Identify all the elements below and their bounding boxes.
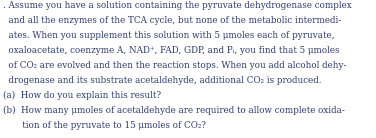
Text: oxaloacetate, coenzyme A, NAD⁺, FAD, GDP, and Pᵢ, you find that 5 μmoles: oxaloacetate, coenzyme A, NAD⁺, FAD, GDP…	[3, 46, 340, 55]
Text: . Assume you have a solution containing the pyruvate dehydrogenase complex: . Assume you have a solution containing …	[3, 1, 352, 10]
Text: and all the enzymes of the TCA cycle, but none of the metabolic intermedi-: and all the enzymes of the TCA cycle, bu…	[3, 16, 341, 25]
Text: tion of the pyruvate to 15 μmoles of CO₂?: tion of the pyruvate to 15 μmoles of CO₂…	[3, 121, 206, 130]
Text: (b)  How many μmoles of acetaldehyde are required to allow complete oxida-: (b) How many μmoles of acetaldehyde are …	[3, 106, 345, 115]
Text: drogenase and its substrate acetaldehyde, additional CO₂ is produced.: drogenase and its substrate acetaldehyde…	[3, 76, 321, 85]
Text: ates. When you supplement this solution with 5 μmoles each of pyruvate,: ates. When you supplement this solution …	[3, 31, 335, 40]
Text: of CO₂ are evolved and then the reaction stops. When you add alcohol dehy-: of CO₂ are evolved and then the reaction…	[3, 61, 347, 70]
Text: (a)  How do you explain this result?: (a) How do you explain this result?	[3, 91, 161, 100]
